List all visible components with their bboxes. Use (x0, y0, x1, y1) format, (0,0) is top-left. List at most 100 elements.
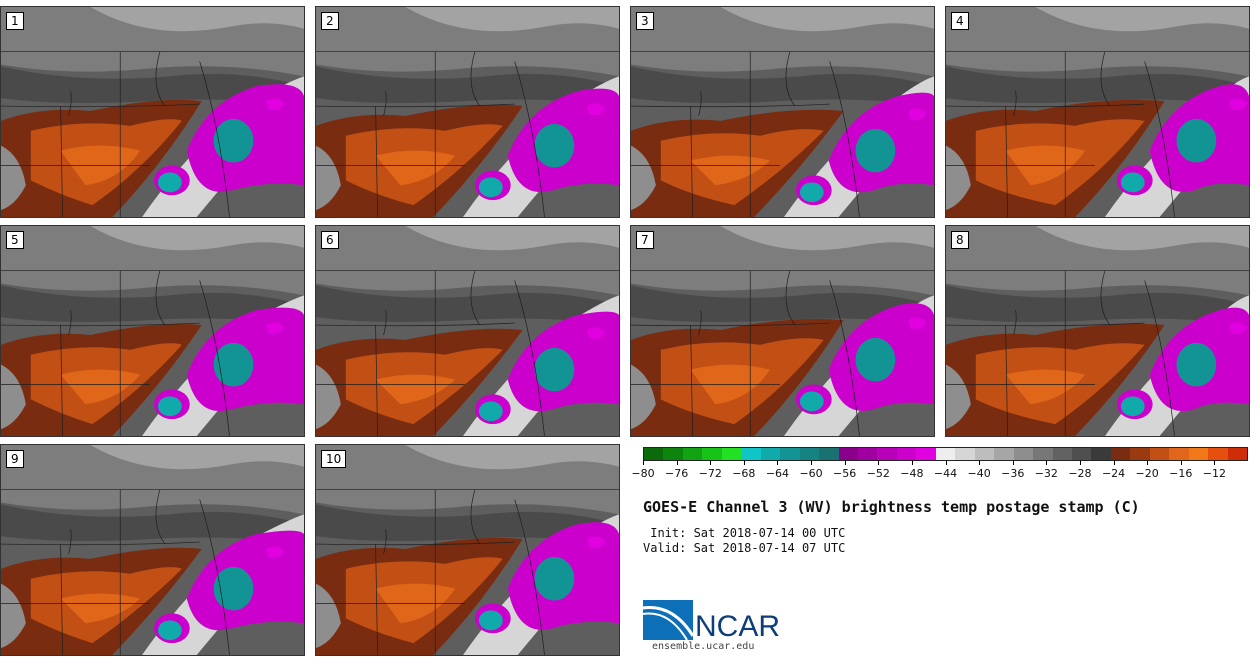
colorbar-tick-label: −60 (799, 467, 823, 480)
colorbar-tick (1214, 461, 1216, 465)
colorbar-swatch (1227, 448, 1248, 460)
colorbar-tick-label: −44 (933, 467, 958, 480)
colorbar-swatch (1149, 448, 1170, 460)
panel-number: 2 (321, 12, 339, 30)
plot-title: GOES-E Channel 3 (WV) brightness temp po… (643, 498, 1140, 516)
colorbar-tick (1046, 461, 1048, 465)
ensemble-url: ensemble.ucar.edu (652, 641, 755, 652)
colorbar-tick (1113, 461, 1115, 465)
colorbar-swatch (644, 448, 664, 460)
satellite-map (631, 7, 934, 217)
colorbar-tick-label: −80 (631, 467, 655, 480)
panel-number: 1 (6, 12, 24, 30)
colorbar-tick-label: −20 (1135, 467, 1159, 480)
colorbar-swatch (896, 448, 917, 460)
colorbar-swatch (819, 448, 839, 460)
colorbar-swatch (955, 448, 975, 460)
colorbar-swatch (838, 448, 858, 460)
panel-number: 9 (6, 450, 24, 468)
colorbar-swatch (721, 448, 742, 460)
colorbar-swatch (799, 448, 820, 460)
colorbar-tick (811, 461, 813, 465)
colorbar-tick-label: −24 (1101, 467, 1126, 480)
panel-6: 6 (315, 225, 620, 437)
colorbar-tick-label: −28 (1068, 467, 1092, 480)
panel-1: 1 (0, 6, 305, 218)
colorbar-tick-label: −64 (765, 467, 790, 480)
colorbar-swatch (994, 448, 1014, 460)
colorbar-swatch (1130, 448, 1150, 460)
colorbar-tick-label: −56 (833, 467, 857, 480)
ncar-logo: NCAR (643, 600, 780, 643)
colorbar-tick (676, 461, 678, 465)
satellite-map (1, 226, 304, 436)
colorbar-swatch (760, 448, 781, 460)
satellite-map (316, 7, 619, 217)
colorbar-tick (844, 461, 846, 465)
panel-8: 8 (945, 225, 1250, 437)
panel-7: 7 (630, 225, 935, 437)
colorbar-swatch (1169, 448, 1189, 460)
satellite-map (946, 226, 1249, 436)
satellite-map (946, 7, 1249, 217)
panel-4: 4 (945, 6, 1250, 218)
satellite-map (631, 226, 934, 436)
colorbar-swatch (1110, 448, 1131, 460)
satellite-map (316, 445, 619, 655)
valid-time: Valid: Sat 2018-07-14 07 UTC (643, 541, 846, 555)
colorbar-swatch (780, 448, 800, 460)
colorbar-tick-label: −72 (698, 467, 722, 480)
colorbar-tick-label: −32 (1034, 467, 1058, 480)
panel-9: 9 (0, 444, 305, 656)
colorbar-swatch (974, 448, 995, 460)
colorbar-swatch (741, 448, 761, 460)
colorbar-tick-label: −68 (732, 467, 756, 480)
colorbar-swatch (1052, 448, 1072, 460)
panel-number: 3 (636, 12, 654, 30)
colorbar-swatch (916, 448, 936, 460)
colorbar-tick-label: −36 (1001, 467, 1025, 480)
colorbar-tick (1079, 461, 1081, 465)
colorbar-tick-label: −52 (866, 467, 890, 480)
panel-number: 4 (951, 12, 969, 30)
colorbar-tick (643, 461, 644, 465)
colorbar-tick (1012, 461, 1014, 465)
colorbar-tick (777, 461, 779, 465)
colorbar-tick (1147, 461, 1149, 465)
panel-5: 5 (0, 225, 305, 437)
panel-number: 10 (321, 450, 347, 468)
colorbar-swatch (1033, 448, 1053, 460)
colorbar-tick-label: −48 (900, 467, 924, 480)
colorbar-tick (1180, 461, 1182, 465)
panel-number: 6 (321, 231, 339, 249)
colorbar (643, 447, 1248, 461)
ncar-logo-text: NCAR (695, 610, 780, 643)
colorbar-swatch (857, 448, 878, 460)
colorbar-swatch (682, 448, 703, 460)
panel-number: 7 (636, 231, 654, 249)
colorbar-tick (710, 461, 712, 465)
colorbar-tick-label: −12 (1202, 467, 1226, 480)
colorbar-swatch (935, 448, 956, 460)
colorbar-swatch (663, 448, 683, 460)
colorbar-swatch (1071, 448, 1092, 460)
colorbar-swatch (702, 448, 722, 460)
colorbar-tick (911, 461, 913, 465)
colorbar-swatch (877, 448, 897, 460)
init-time: Init: Sat 2018-07-14 00 UTC (643, 526, 846, 540)
panel-10: 10 (315, 444, 620, 656)
panel-number: 5 (6, 231, 24, 249)
colorbar-swatch (1091, 448, 1111, 460)
colorbar-swatch (1208, 448, 1228, 460)
panel-number: 8 (951, 231, 969, 249)
colorbar-swatch (1013, 448, 1034, 460)
satellite-map (1, 445, 304, 655)
colorbar-tick-label: −16 (1169, 467, 1193, 480)
colorbar-tick-label: −40 (967, 467, 991, 480)
panel-3: 3 (630, 6, 935, 218)
colorbar-tick (743, 461, 745, 465)
satellite-map (316, 226, 619, 436)
colorbar-tick (979, 461, 981, 465)
panel-2: 2 (315, 6, 620, 218)
colorbar-tick (878, 461, 880, 465)
